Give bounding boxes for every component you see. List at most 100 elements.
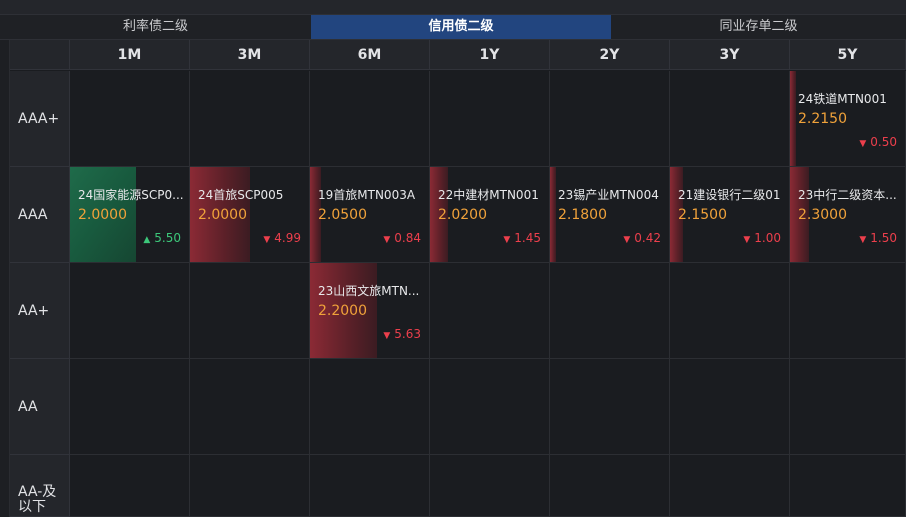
bond-change: ▼ 1.45 (503, 231, 541, 245)
tab-credit-bond[interactable]: 信用债二级 (311, 15, 611, 39)
column-header-3y[interactable]: 3Y (670, 40, 790, 70)
change-intensity-bar (670, 167, 683, 262)
bond-name[interactable]: 22中建材MTN001 (438, 188, 539, 202)
matrix-cell (790, 455, 906, 517)
bond-change: ▼ 1.00 (743, 231, 781, 245)
bond-change-value: 1.00 (754, 231, 781, 245)
bond-change-value: 4.99 (274, 231, 301, 245)
triangle-down-icon: ▼ (859, 235, 867, 245)
matrix-cell[interactable]: 23中行二级资本... 2.3000 ▼ 1.50 (790, 167, 906, 263)
column-header-6m[interactable]: 6M (310, 40, 430, 70)
triangle-up-icon: ▲ (143, 235, 151, 245)
bond-yield: 2.0500 (318, 207, 367, 223)
change-intensity-bar (430, 167, 448, 262)
matrix-cell (670, 359, 790, 455)
matrix-cell (310, 71, 430, 167)
matrix-cell (190, 455, 310, 517)
matrix-cell (70, 71, 190, 167)
matrix-cell (550, 71, 670, 167)
matrix-cell (790, 359, 906, 455)
bond-name[interactable]: 24铁道MTN001 (798, 92, 887, 106)
triangle-down-icon: ▼ (383, 235, 391, 245)
matrix-cell[interactable]: 24首旅SCP005 2.0000 ▼ 4.99 (190, 167, 310, 263)
change-intensity-bar (310, 263, 377, 358)
bond-change-value: 5.50 (154, 231, 181, 245)
matrix-cell[interactable]: 22中建材MTN001 2.0200 ▼ 1.45 (430, 167, 550, 263)
bond-change: ▲ 5.50 (143, 231, 181, 245)
bond-change-value: 1.45 (514, 231, 541, 245)
triangle-down-icon: ▼ (743, 235, 751, 245)
left-panel-edge (0, 40, 10, 517)
bond-yield: 2.1500 (678, 207, 727, 223)
bond-yield: 2.0000 (198, 207, 247, 223)
triangle-down-icon: ▼ (503, 235, 511, 245)
triangle-down-icon: ▼ (383, 331, 391, 341)
bond-change: ▼ 0.50 (859, 135, 897, 149)
matrix-cell[interactable]: 19首旅MTN003A 2.0500 ▼ 0.84 (310, 167, 430, 263)
triangle-down-icon: ▼ (263, 235, 271, 245)
top-bar (0, 0, 906, 15)
matrix-cell (670, 71, 790, 167)
corner-header (10, 40, 70, 70)
bond-change-value: 0.84 (394, 231, 421, 245)
row-label-2: AA+ (10, 263, 70, 359)
bond-change-value: 0.50 (870, 135, 897, 149)
bond-yield: 2.1800 (558, 207, 607, 223)
bond-name[interactable]: 24国家能源SCP0... (78, 188, 184, 202)
bond-name[interactable]: 23山西文旅MTN... (318, 284, 420, 298)
column-header-5y[interactable]: 5Y (790, 40, 906, 70)
matrix-cell[interactable]: 23锡产业MTN004 2.1800 ▼ 0.42 (550, 167, 670, 263)
bond-yield: 2.3000 (798, 207, 847, 223)
matrix-cell (190, 71, 310, 167)
matrix-cell (70, 359, 190, 455)
change-intensity-bar (190, 167, 250, 262)
column-header-1y[interactable]: 1Y (430, 40, 550, 70)
bond-change: ▼ 0.42 (623, 231, 661, 245)
matrix-cell[interactable]: 24铁道MTN001 2.2150 ▼ 0.50 (790, 71, 906, 167)
bond-change: ▼ 5.63 (383, 327, 421, 341)
matrix-cell (430, 359, 550, 455)
row-label-1: AAA (10, 167, 70, 263)
matrix-cell (310, 359, 430, 455)
matrix-cell[interactable]: 23山西文旅MTN... 2.2000 ▼ 5.63 (310, 263, 430, 359)
column-header-2y[interactable]: 2Y (550, 40, 670, 70)
column-header-3m[interactable]: 3M (190, 40, 310, 70)
bond-name[interactable]: 24首旅SCP005 (198, 188, 284, 202)
bond-yield: 2.0000 (78, 207, 127, 223)
row-label-4: AA-及以下 (10, 455, 70, 517)
bond-name[interactable]: 23锡产业MTN004 (558, 188, 659, 202)
matrix-cell (670, 455, 790, 517)
matrix-cell (670, 263, 790, 359)
change-intensity-bar (310, 167, 321, 262)
row-label-0: AAA+ (10, 71, 70, 167)
matrix-cell (190, 263, 310, 359)
triangle-down-icon: ▼ (623, 235, 631, 245)
bond-change: ▼ 4.99 (263, 231, 301, 245)
matrix-cell (790, 263, 906, 359)
matrix-cell[interactable]: 21建设银行二级01 2.1500 ▼ 1.00 (670, 167, 790, 263)
bond-change: ▼ 0.84 (383, 231, 421, 245)
market-tabs: 利率债二级 信用债二级 同业存单二级 (0, 15, 906, 40)
change-intensity-bar (70, 167, 136, 262)
matrix-cell (70, 263, 190, 359)
bond-yield: 2.2000 (318, 303, 367, 319)
bond-name[interactable]: 21建设银行二级01 (678, 188, 781, 202)
bond-change-value: 5.63 (394, 327, 421, 341)
row-label-3: AA (10, 359, 70, 455)
matrix-cell (550, 359, 670, 455)
matrix-cell[interactable]: 24国家能源SCP0... 2.0000 ▲ 5.50 (70, 167, 190, 263)
column-header-1m[interactable]: 1M (70, 40, 190, 70)
bond-change-value: 0.42 (634, 231, 661, 245)
matrix-cell (190, 359, 310, 455)
matrix-cell (430, 71, 550, 167)
bond-name[interactable]: 23中行二级资本... (798, 188, 897, 202)
matrix-cell (70, 455, 190, 517)
change-intensity-bar (550, 167, 556, 262)
change-intensity-bar (790, 71, 796, 166)
bond-name[interactable]: 19首旅MTN003A (318, 188, 416, 202)
bond-yield: 2.0200 (438, 207, 487, 223)
matrix-cell (310, 455, 430, 517)
tab-rate-bond[interactable]: 利率债二级 (122, 19, 188, 34)
bond-change: ▼ 1.50 (859, 231, 897, 245)
tab-ncd[interactable]: 同业存单二级 (719, 19, 798, 34)
